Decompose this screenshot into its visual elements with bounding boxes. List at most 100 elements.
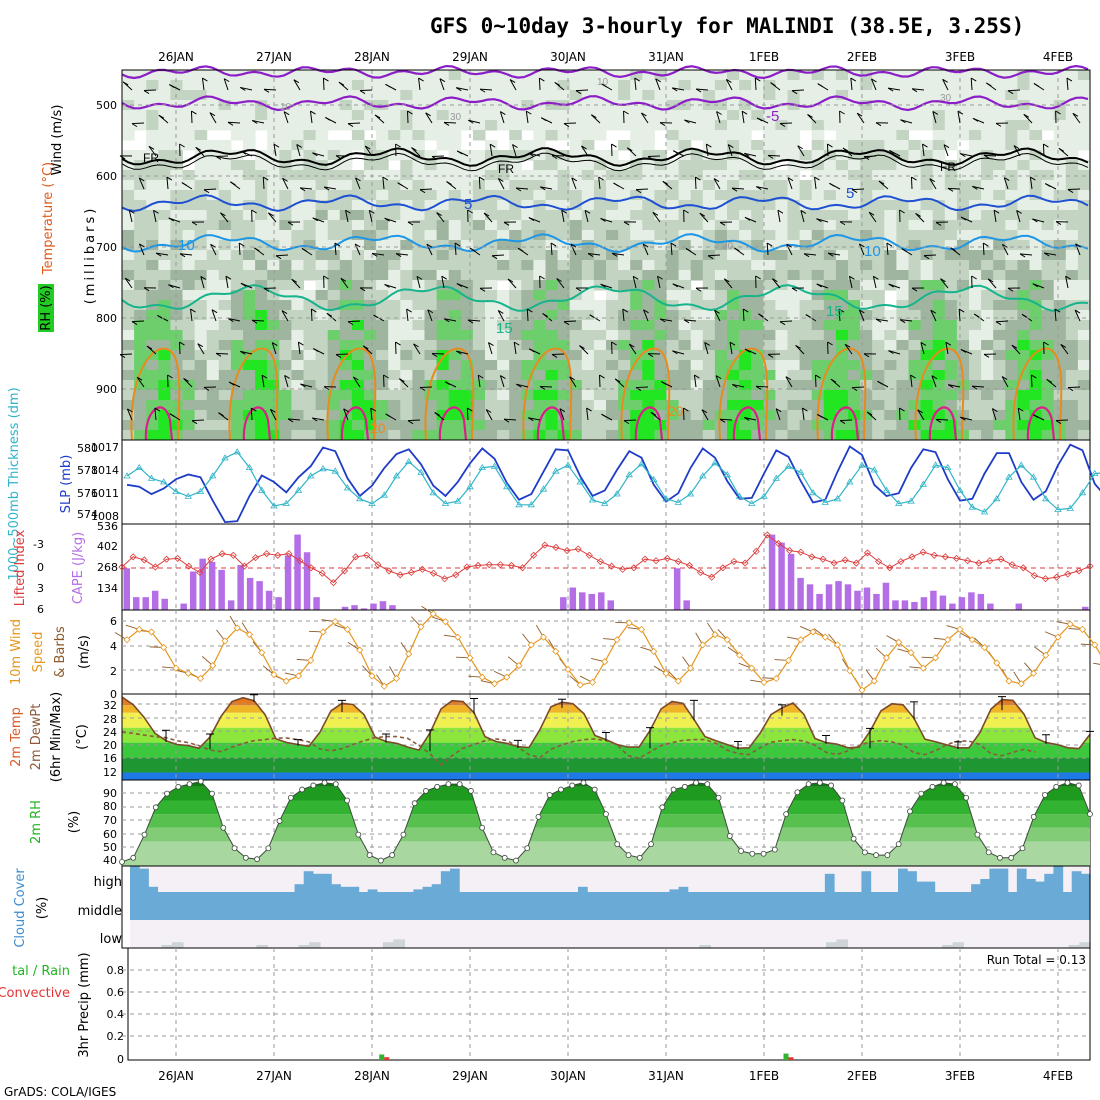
wind-barb: [359, 89, 373, 92]
rh-cell: [376, 360, 389, 371]
rh-cell: [956, 220, 970, 231]
rh-cell: [727, 270, 740, 281]
rh-cell: [581, 240, 595, 251]
cloud-bar: [740, 892, 753, 920]
rh-cell: [497, 340, 510, 351]
rh-cell: [593, 400, 607, 411]
wind-barb-flag: [154, 407, 161, 412]
wind-barb-flag: [200, 276, 207, 280]
rh-cell: [182, 90, 196, 101]
rh-cell: [618, 430, 631, 441]
rh-cell: [1029, 250, 1043, 261]
wind-barb: [588, 253, 601, 256]
wind-barb: [970, 77, 973, 91]
y-tick-label: 900: [96, 383, 117, 396]
rh-cell: [896, 150, 909, 161]
rh-point: [209, 790, 215, 797]
rh-cell: [230, 420, 244, 431]
rh-cell: [400, 330, 413, 341]
rh-cell: [376, 310, 389, 321]
rh-cell: [497, 420, 510, 431]
rh-cell: [690, 210, 704, 221]
wind-barb: [694, 176, 697, 190]
rh-cell: [848, 120, 861, 131]
rh-cell: [194, 390, 208, 401]
rh-cell: [751, 110, 764, 121]
rh-point: [569, 782, 576, 789]
wind-barb-flag: [436, 212, 442, 216]
lifted-index-point: [218, 550, 226, 558]
rh-cell: [218, 290, 232, 301]
wind-barb: [273, 144, 277, 157]
rh-cell: [654, 110, 667, 121]
rh-cell: [630, 130, 643, 141]
rh-cell: [944, 370, 958, 381]
rh-cell: [630, 390, 643, 401]
rh-cell: [739, 380, 752, 391]
low-cloud-bar: [1068, 945, 1081, 948]
rh-cell: [497, 290, 510, 301]
rh-cell: [315, 380, 329, 391]
wind-barb-flag: [513, 341, 520, 346]
rh-point: [310, 782, 317, 789]
wind-barb: [491, 254, 505, 257]
rh-cell: [448, 340, 462, 351]
wind-barb: [643, 309, 649, 322]
y-tick-label: 1008: [91, 510, 119, 523]
rh-cell: [158, 200, 171, 211]
rh-point: [726, 833, 733, 839]
rh-cell: [618, 110, 631, 121]
wind-barb-flag: [839, 110, 845, 115]
wind-speed-point: [417, 623, 425, 631]
thickness-point: [1066, 504, 1074, 511]
rh-cell: [642, 210, 655, 221]
rh-cell: [460, 340, 474, 351]
wind-barb-flag: [779, 321, 786, 326]
rh-cell: [581, 360, 595, 371]
rh-cell: [218, 100, 232, 111]
rh-cell: [932, 140, 946, 151]
wind-barb-flag: [542, 313, 548, 317]
rh-cell: [460, 210, 474, 221]
rh-cell: [182, 190, 196, 201]
rh-cell: [339, 230, 353, 241]
rh-cell: [1029, 360, 1043, 371]
rh-cell: [509, 430, 522, 441]
wind-barb-flag: [742, 308, 749, 313]
rh-cell: [472, 70, 486, 81]
rh-cell: [509, 420, 522, 431]
wind-barb-flag: [1067, 387, 1074, 392]
temperature-contour: [928, 406, 958, 441]
wind-barb-flag: [354, 243, 361, 248]
rh-cell: [606, 340, 619, 351]
rh-cell: [412, 300, 425, 311]
rh-cell: [666, 380, 680, 391]
rh-cell: [182, 180, 196, 191]
rh-cell: [593, 150, 607, 161]
rh-cell: [654, 240, 667, 251]
wind-barb: [575, 89, 589, 92]
rh-cell: [533, 410, 546, 421]
rh-cell: [823, 400, 837, 411]
wind-barb-flag: [353, 376, 359, 381]
rh-cell: [811, 300, 825, 311]
rh-cell: [376, 290, 389, 301]
rh-cell: [255, 210, 268, 221]
rh-cell: [400, 290, 413, 301]
rh-point: [355, 831, 362, 838]
rh-cell: [787, 130, 801, 141]
rh-axis-label: 2m RH: [29, 800, 44, 844]
wind-axis-label: 10m Wind: [9, 619, 24, 685]
rh-cell: [206, 280, 220, 291]
wind-speed-point: [809, 628, 817, 636]
rh-cell: [969, 410, 982, 421]
thickness-point: [784, 462, 793, 469]
rh-cell: [557, 80, 571, 91]
rh-cell: [170, 270, 183, 281]
wind-barb: [699, 212, 709, 223]
rh-cell: [678, 410, 692, 421]
cloud-bar: [228, 892, 240, 920]
rh-cell: [255, 240, 268, 251]
cloud-bar: [402, 892, 415, 920]
wind-barb: [190, 309, 193, 322]
